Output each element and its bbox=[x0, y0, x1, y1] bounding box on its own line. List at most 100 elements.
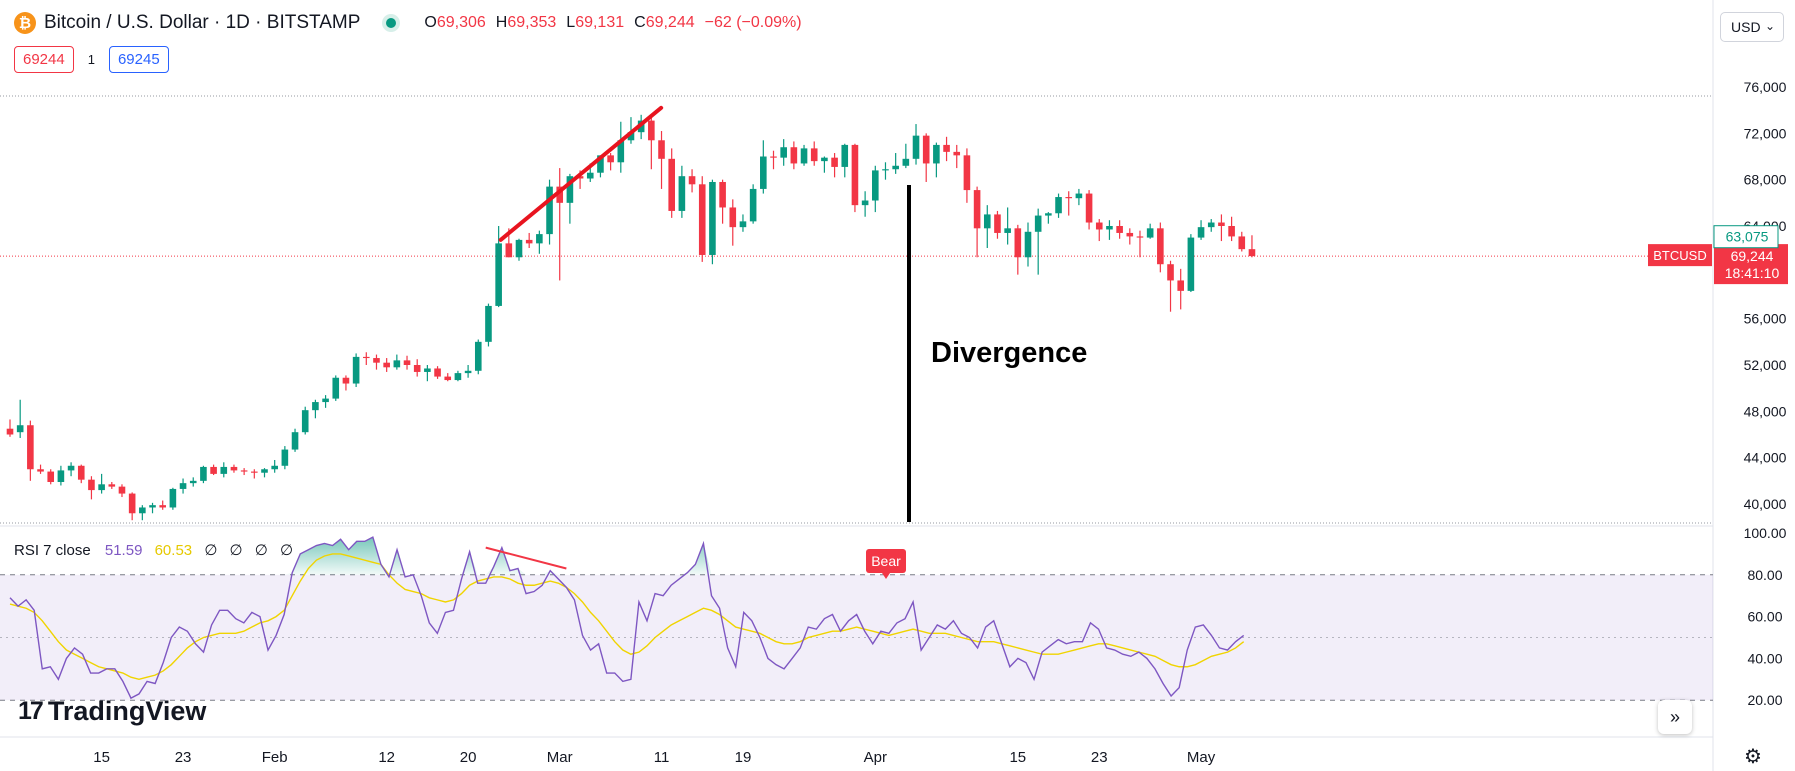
candle bbox=[373, 354, 380, 370]
candle bbox=[393, 354, 401, 370]
candle bbox=[485, 303, 492, 347]
currency-select[interactable]: USD ⌄ bbox=[1720, 12, 1784, 42]
rsi-band bbox=[0, 574, 1713, 701]
candle bbox=[892, 153, 899, 174]
time-axis[interactable]: 15 23 Feb 12 20 Mar 11 19 Apr 15 23 May bbox=[93, 749, 1215, 766]
candle bbox=[27, 420, 34, 481]
tradingview-name: TradingView bbox=[47, 696, 207, 726]
tradingview-logo[interactable]: 17 TradingView bbox=[18, 696, 206, 727]
candle-body bbox=[994, 214, 1001, 233]
candle bbox=[841, 143, 849, 178]
candle-body bbox=[1024, 231, 1032, 258]
candle-body bbox=[281, 449, 289, 466]
candle bbox=[495, 226, 502, 308]
candle bbox=[1146, 223, 1154, 239]
candle bbox=[536, 230, 543, 254]
candle-body bbox=[77, 465, 85, 480]
buy-button[interactable]: 69245 bbox=[108, 46, 169, 73]
rsi-legend[interactable]: RSI 7 close 51.59 60.53 ∅ ∅ ∅ ∅ bbox=[14, 541, 297, 559]
price-tick-label: 68,000 bbox=[1744, 172, 1787, 188]
candle bbox=[47, 469, 55, 485]
candle-body bbox=[576, 176, 584, 179]
candle bbox=[678, 165, 686, 218]
candle bbox=[698, 176, 706, 262]
candle-body bbox=[6, 428, 14, 435]
candle-body bbox=[729, 207, 737, 228]
candle bbox=[1024, 222, 1032, 267]
time-tick-label: 23 bbox=[175, 749, 192, 766]
candle bbox=[963, 148, 971, 203]
candle bbox=[1157, 222, 1164, 273]
candle-body bbox=[1238, 236, 1246, 250]
candle-body bbox=[688, 176, 696, 185]
candle bbox=[973, 186, 981, 258]
candle bbox=[994, 210, 1001, 239]
candle bbox=[139, 505, 146, 521]
candle-body bbox=[1075, 193, 1083, 199]
candle-body bbox=[719, 181, 726, 208]
candle bbox=[556, 168, 564, 281]
price-tag-timer: 18:41:10 bbox=[1725, 265, 1780, 281]
symbol-header[interactable]: ₿ Bitcoin / U.S. Dollar · 1D · BITSTAMP … bbox=[14, 12, 802, 34]
candle-body bbox=[1197, 227, 1205, 238]
currency-label: USD bbox=[1731, 19, 1761, 35]
candle-body bbox=[393, 360, 401, 368]
candle-body bbox=[485, 305, 492, 342]
candle-body bbox=[139, 507, 146, 514]
candle-body bbox=[169, 488, 177, 508]
candle bbox=[1055, 193, 1062, 218]
candle-body bbox=[810, 148, 818, 162]
gear-icon[interactable]: ⚙ bbox=[1744, 746, 1762, 768]
candle-body bbox=[780, 147, 787, 158]
candle-body bbox=[861, 200, 869, 206]
scroll-to-realtime-button[interactable]: » bbox=[1658, 700, 1692, 734]
candle bbox=[67, 462, 75, 477]
candle-body bbox=[352, 356, 360, 384]
secondary-price-tag: 63,075 bbox=[1713, 225, 1779, 249]
tradingview-mark-icon: 17 bbox=[18, 697, 44, 725]
candle-body bbox=[413, 365, 421, 372]
sell-button[interactable]: 69244 bbox=[14, 46, 74, 73]
candle-body bbox=[973, 190, 981, 229]
candle bbox=[912, 124, 920, 165]
candle-body bbox=[108, 484, 116, 487]
candle-body bbox=[770, 156, 777, 158]
candle bbox=[403, 355, 411, 370]
rsi-tick-label: 60.00 bbox=[1747, 609, 1782, 625]
candle-body bbox=[1248, 249, 1256, 257]
candle-body bbox=[760, 156, 767, 189]
candle-body bbox=[546, 186, 553, 235]
candle-body bbox=[943, 144, 950, 152]
candle bbox=[780, 139, 787, 166]
candle-body bbox=[1085, 193, 1093, 223]
candle bbox=[1106, 220, 1113, 240]
divergence-label: Divergence bbox=[931, 337, 1088, 369]
price-axis[interactable]: 76,00072,00068,00064,00060,00056,00052,0… bbox=[1648, 79, 1788, 708]
ohlc-open: O69,306 bbox=[424, 14, 486, 31]
candle-body bbox=[1126, 232, 1134, 237]
candle-body bbox=[1014, 228, 1022, 258]
candlestick-series bbox=[6, 114, 1256, 521]
time-tick-label: 12 bbox=[378, 749, 395, 766]
candle bbox=[1034, 208, 1042, 275]
time-tick-label: Mar bbox=[547, 749, 573, 766]
time-tick-label: May bbox=[1187, 749, 1216, 766]
spread-value: 1 bbox=[87, 52, 95, 67]
candle-body bbox=[1187, 237, 1195, 291]
price-tick-label: 40,000 bbox=[1744, 496, 1787, 512]
candle bbox=[57, 465, 65, 486]
candle-body bbox=[841, 144, 849, 167]
candle-body bbox=[474, 341, 482, 371]
secondary-tag-box bbox=[1713, 225, 1779, 249]
candle-body bbox=[831, 157, 838, 167]
candle bbox=[861, 191, 869, 217]
candle-body bbox=[739, 221, 747, 228]
candle bbox=[851, 143, 859, 213]
candle-body bbox=[37, 469, 44, 472]
candle bbox=[474, 339, 482, 375]
symbol-title[interactable]: Bitcoin / U.S. Dollar · 1D · BITSTAMP bbox=[44, 12, 361, 33]
candle bbox=[1228, 216, 1235, 242]
market-open-status-icon bbox=[386, 18, 397, 28]
